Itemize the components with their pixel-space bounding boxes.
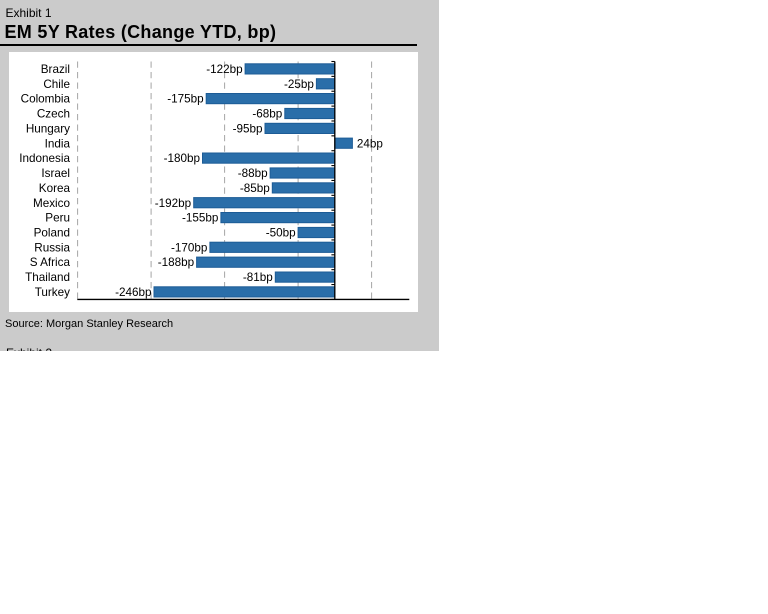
svg-text:-155bp: -155bp: [182, 212, 219, 225]
svg-text:India: India: [45, 137, 71, 150]
svg-text:Turkey: Turkey: [35, 286, 70, 299]
svg-text:-122bp: -122bp: [206, 63, 243, 76]
svg-text:Korea: Korea: [39, 182, 71, 195]
svg-text:-25bp: -25bp: [284, 78, 314, 91]
svg-text:Czech: Czech: [37, 108, 70, 121]
svg-text:-246bp: -246bp: [115, 286, 152, 299]
svg-text:Chile: Chile: [43, 78, 70, 91]
svg-text:-175bp: -175bp: [167, 93, 204, 106]
svg-text:Thailand: Thailand: [25, 271, 70, 284]
svg-text:-180bp: -180bp: [164, 152, 201, 165]
svg-text:-81bp: -81bp: [243, 271, 273, 284]
svg-text:-170bp: -170bp: [171, 241, 208, 254]
svg-text:-188bp: -188bp: [158, 256, 195, 269]
svg-text:24bp: 24bp: [357, 137, 384, 150]
svg-text:Indonesia: Indonesia: [19, 152, 70, 165]
svg-text:-85bp: -85bp: [240, 182, 270, 195]
svg-text:Poland: Poland: [34, 227, 70, 240]
svg-text:-50bp: -50bp: [266, 227, 296, 240]
svg-text:Israel: Israel: [41, 167, 70, 180]
svg-text:Russia: Russia: [34, 241, 70, 254]
svg-text:Brazil: Brazil: [41, 63, 70, 76]
svg-text:S Africa: S Africa: [30, 256, 71, 269]
svg-text:Peru: Peru: [45, 212, 70, 225]
svg-text:-95bp: -95bp: [233, 122, 263, 135]
svg-text:Hungary: Hungary: [26, 122, 70, 135]
svg-text:-88bp: -88bp: [238, 167, 268, 180]
svg-text:Colombia: Colombia: [21, 93, 71, 106]
svg-text:-192bp: -192bp: [155, 197, 192, 210]
svg-text:-68bp: -68bp: [252, 108, 282, 121]
svg-text:Mexico: Mexico: [33, 197, 71, 210]
